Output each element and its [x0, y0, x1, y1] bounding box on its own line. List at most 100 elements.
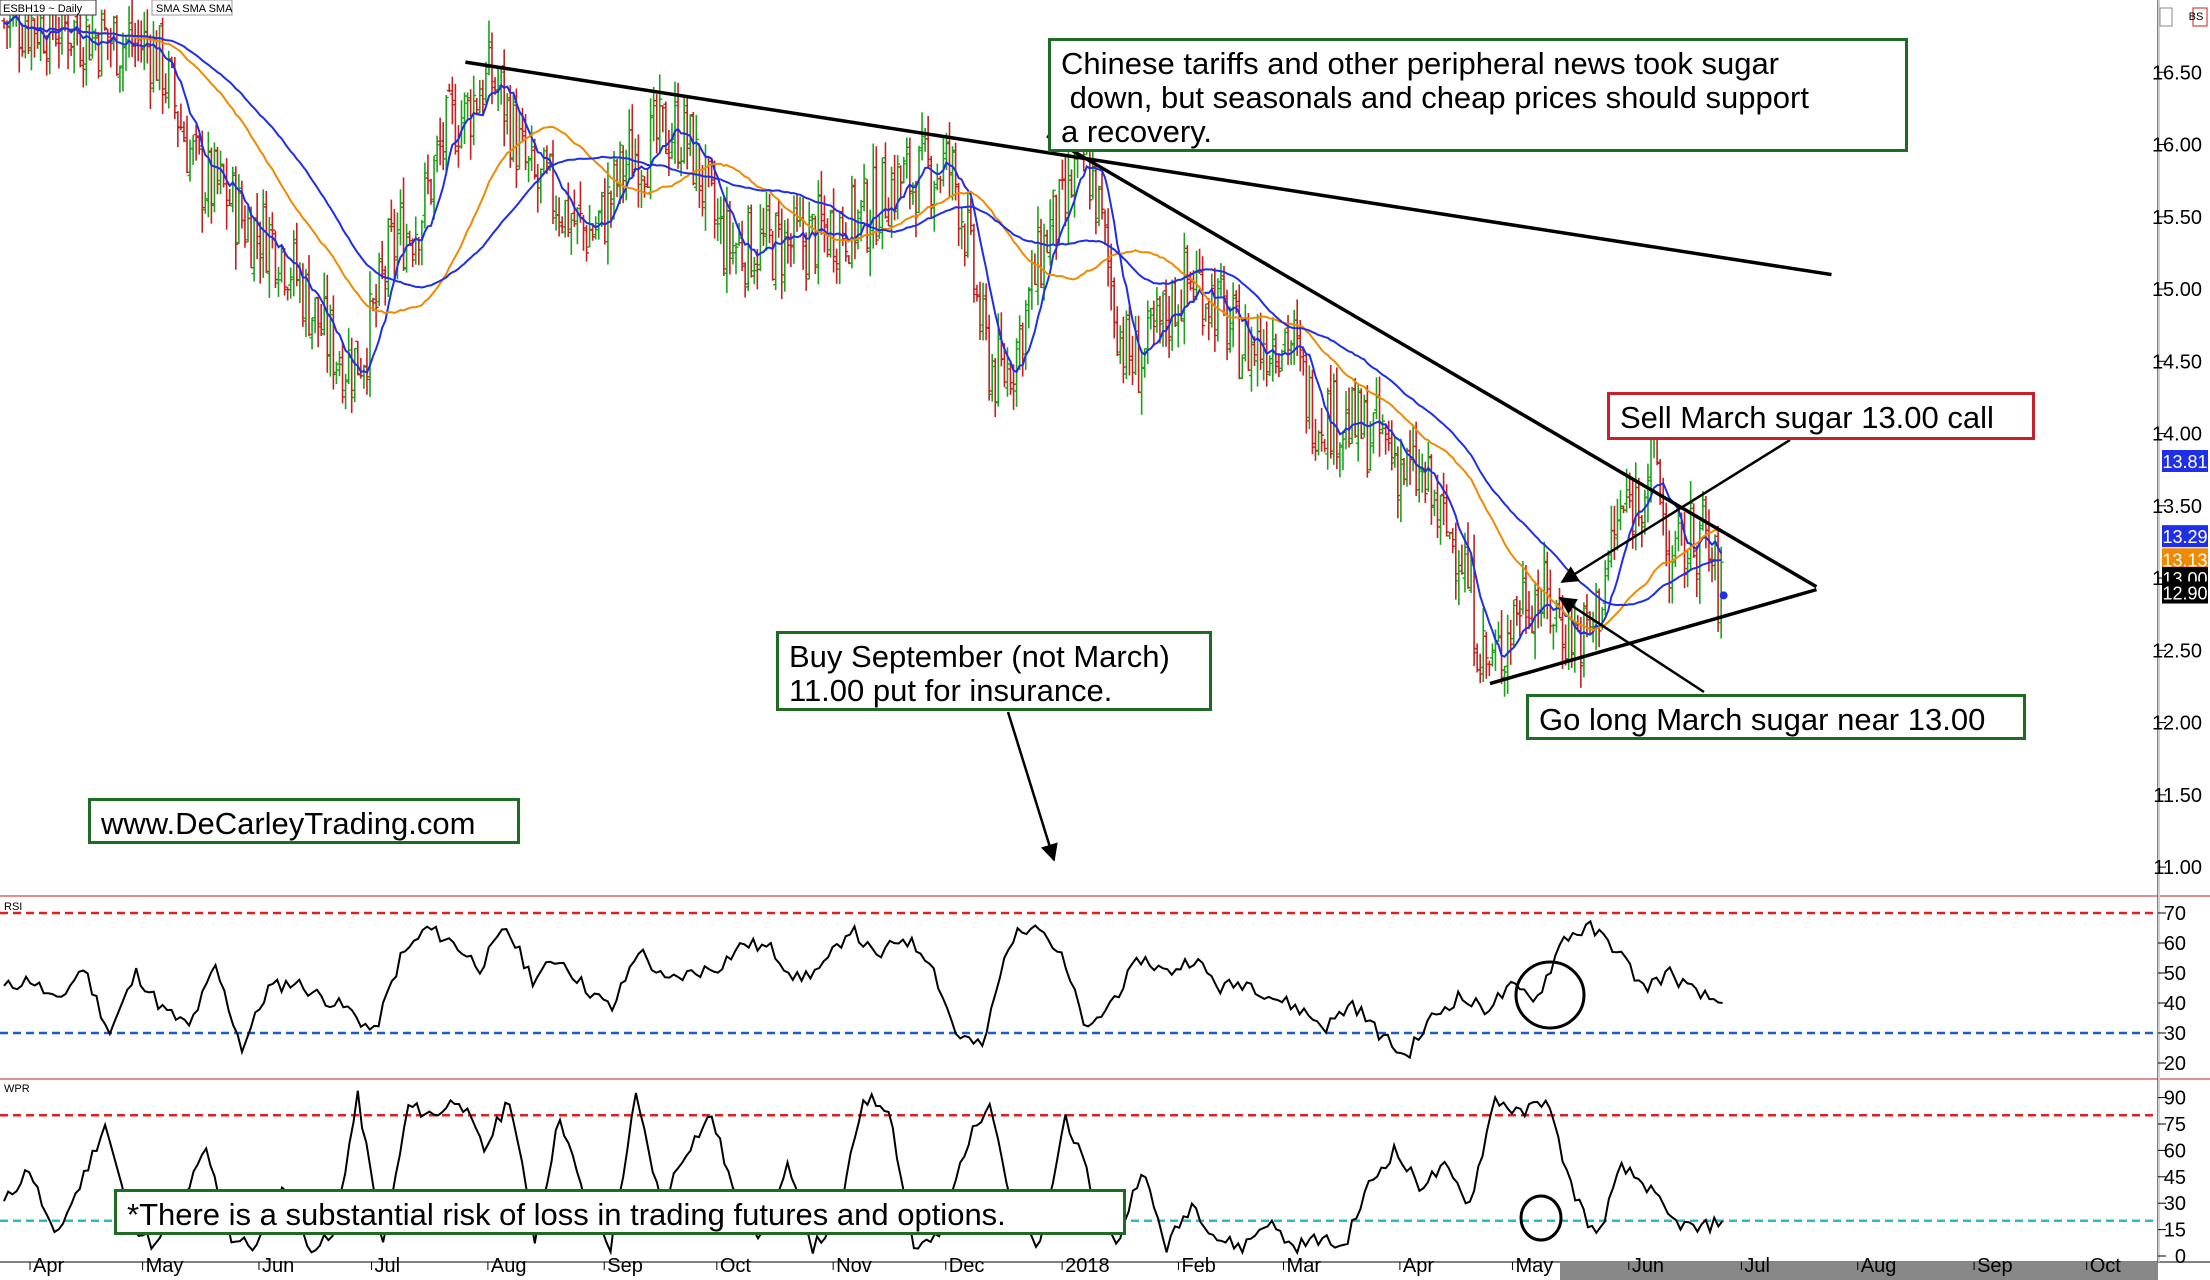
ohlc-bar [1700, 490, 1706, 531]
ohlc-bar [367, 271, 373, 397]
ohlc-bar [1514, 596, 1520, 626]
ohlc-bar [1224, 289, 1230, 360]
ohlc-bar [651, 86, 657, 142]
ohlc-bar [745, 205, 751, 292]
ohlc-bar [1203, 303, 1209, 322]
wpr-highlight-circle [1519, 1194, 1563, 1242]
ohlc-bar [1300, 346, 1306, 376]
ohlc-bar [538, 168, 544, 204]
ohlc-bar [721, 197, 727, 276]
ohlc-bar [440, 122, 446, 171]
ohlc-bar [1212, 267, 1218, 352]
ohlc-bar [1688, 481, 1694, 571]
ohlc-bar [898, 165, 904, 200]
ohlc-bar [550, 140, 556, 224]
ohlc-bar [1148, 307, 1154, 330]
ohlc-bar [1694, 545, 1700, 598]
ohlc-bar [89, 9, 95, 59]
ohlc-bar [1358, 388, 1364, 440]
price-badge-text: 12.90 [2162, 584, 2207, 604]
ohlc-bar [141, 11, 147, 71]
wpr-title: WPR [4, 1083, 30, 1095]
ohlc-bar [1431, 489, 1437, 517]
price-badge-text: 13.29 [2162, 527, 2207, 547]
ohlc-bar [391, 209, 397, 279]
ohlc-bar [1343, 391, 1349, 450]
ohlc-bar [562, 199, 568, 238]
x-tick-label: Nov [836, 1255, 872, 1277]
ohlc-bar [1392, 435, 1398, 468]
ohlc-bar [1675, 511, 1681, 552]
ohlc-bar [950, 146, 956, 201]
ohlc-bar [879, 157, 885, 250]
ohlc-bar [257, 221, 263, 284]
ohlc-bar [80, 47, 86, 88]
ohlc-bar [434, 135, 440, 173]
ohlc-bar [462, 92, 468, 145]
price-badge [2162, 548, 2208, 571]
ohlc-bar [443, 95, 449, 176]
ohlc-bar [120, 32, 126, 92]
ohlc-bar [1227, 306, 1233, 353]
x-tick-label: Jul [375, 1255, 401, 1277]
ohlc-bar [86, 24, 92, 61]
ohlc-bar [28, 13, 34, 71]
ohlc-bar [977, 281, 983, 341]
price-tick-label: 11.00 [2153, 857, 2202, 879]
ohlc-bar [196, 135, 202, 155]
ohlc-bar [1120, 316, 1126, 384]
ohlc-bar [337, 350, 342, 377]
ohlc-bar [1337, 442, 1343, 478]
ohlc-bar [382, 265, 388, 306]
ohlc-bar [1123, 310, 1129, 380]
ohlc-bar [556, 197, 562, 237]
ohlc-bar [1602, 560, 1608, 616]
ohlc-bar [1386, 420, 1392, 451]
ohlc-bar [318, 303, 324, 337]
last-price-marker [1719, 591, 1728, 600]
ohlc-bar [230, 166, 236, 213]
ohlc-bar [1035, 206, 1041, 306]
x-tick-label: Sep [607, 1255, 643, 1277]
price-tick-label: 16.00 [2152, 135, 2202, 157]
ohlc-bar [56, 16, 62, 69]
x-tick-label: Jul [1744, 1255, 1770, 1277]
ohlc-bar [1102, 209, 1108, 246]
ohlc-bar [285, 286, 291, 301]
ohlc-bar [1126, 306, 1132, 376]
rsi-tick-label: 50 [2164, 963, 2186, 985]
ohlc-bar [1508, 619, 1514, 665]
ohlc-bar [68, 42, 74, 56]
ohlc-bar [1691, 503, 1697, 558]
ohlc-bar [474, 97, 480, 115]
ohlc-bar [825, 218, 830, 258]
disclaimer-label: *There is a substantial risk of loss in … [114, 1189, 1126, 1235]
sma-slow-line [3, 14, 1722, 607]
ohlc-bar [947, 122, 952, 199]
ohlc-bar [352, 347, 358, 403]
ohlc-bar [1322, 439, 1328, 453]
ohlc-bar [675, 82, 681, 169]
ohlc-bar [248, 206, 254, 269]
ohlc-bar [1453, 522, 1459, 600]
ohlc-bar [1489, 643, 1495, 667]
future-region [1560, 1262, 2158, 1280]
ohlc-bar [431, 155, 437, 220]
ohlc-bar [1697, 520, 1703, 604]
x-tick-label: Feb [1181, 1255, 1215, 1277]
ohlc-bar [398, 189, 403, 246]
price-tick-label: 12.00 [2152, 713, 2202, 735]
ohlc-bar [904, 137, 910, 179]
ohlc-bar [1666, 530, 1672, 604]
ohlc-bar [315, 296, 321, 348]
ohlc-bar [730, 222, 736, 265]
ohlc-bar [1276, 353, 1282, 378]
ohlc-bar [928, 155, 934, 218]
price-tick-label: 15.00 [2152, 279, 2202, 301]
ohlc-bar [25, 9, 31, 54]
ohlc-bar [849, 175, 855, 269]
ohlc-bar [1139, 349, 1145, 415]
ohlc-bar [1462, 532, 1468, 593]
ohlc-bar [242, 205, 248, 248]
ohlc-bar [44, 34, 50, 76]
